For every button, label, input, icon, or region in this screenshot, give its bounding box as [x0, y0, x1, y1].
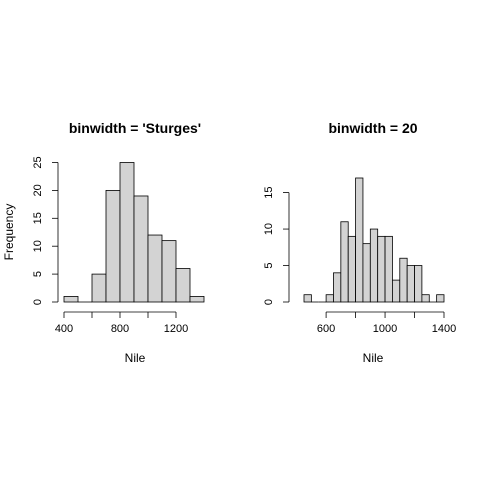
histogram-bar	[175, 268, 191, 303]
histogram-bar	[369, 228, 379, 303]
histogram-bar	[105, 189, 121, 303]
x-axis: 600 1000 1400	[317, 311, 456, 335]
histogram-bar	[161, 240, 177, 303]
histogram-bar	[362, 243, 371, 303]
x-tick-label: 1400	[432, 323, 456, 335]
histogram-panel-binwidth-20: binwidth = 20 Nile 600 1000 1400 0 5 10 15	[263, 120, 456, 365]
x-tick-label: 1200	[164, 323, 188, 335]
histogram-bar	[421, 294, 430, 303]
x-tick-label: 400	[55, 323, 73, 335]
y-tick-label: 15	[32, 212, 44, 224]
x-tick-label: 1000	[373, 323, 397, 335]
histogram-bar	[355, 177, 364, 303]
y-tick-label: 10	[263, 223, 275, 235]
y-axis: 0 5 10 15 20 25	[32, 156, 59, 305]
bars	[303, 177, 445, 303]
histogram-bar	[347, 235, 356, 303]
x-axis-label: Nile	[363, 351, 384, 365]
histogram-bar	[399, 257, 408, 303]
histogram-bar	[384, 235, 393, 303]
histogram-bar	[436, 294, 445, 303]
x-tick-label: 800	[111, 323, 129, 335]
chart-title: binwidth = 20	[328, 120, 417, 136]
histogram-bar	[392, 279, 401, 303]
histogram-bar	[333, 272, 342, 303]
y-tick-label: 25	[32, 156, 44, 168]
y-tick-label: 5	[32, 271, 44, 277]
x-axis-label: Nile	[125, 351, 146, 365]
chart-title: binwidth = 'Sturges'	[69, 120, 201, 136]
y-tick-label: 0	[32, 299, 44, 305]
histogram-bar	[377, 235, 386, 303]
x-tick-label: 600	[317, 323, 335, 335]
histogram-bar	[133, 195, 149, 303]
y-tick-label: 10	[32, 240, 44, 252]
y-tick-label: 20	[32, 184, 44, 196]
histogram-bar	[119, 162, 135, 303]
histogram-bar	[63, 296, 79, 303]
bars	[63, 162, 205, 303]
histogram-bar	[414, 265, 423, 303]
y-tick-label: 5	[263, 262, 275, 268]
histogram-bar	[147, 234, 163, 303]
y-tick-label: 15	[263, 186, 275, 198]
histogram-bar	[325, 294, 334, 303]
x-axis: 400 800 1200	[55, 311, 188, 335]
histogram-bar	[189, 296, 205, 303]
histogram-bar	[303, 294, 312, 303]
histogram-panel-sturges: binwidth = 'Sturges' Nile Frequency 400 8…	[2, 120, 205, 365]
y-tick-label: 0	[263, 299, 275, 305]
y-axis-label: Frequency	[2, 204, 16, 261]
histogram-bar	[406, 265, 415, 303]
histogram-bar	[340, 221, 349, 303]
y-axis: 0 5 10 15	[263, 186, 290, 305]
histogram-bar	[91, 273, 107, 303]
